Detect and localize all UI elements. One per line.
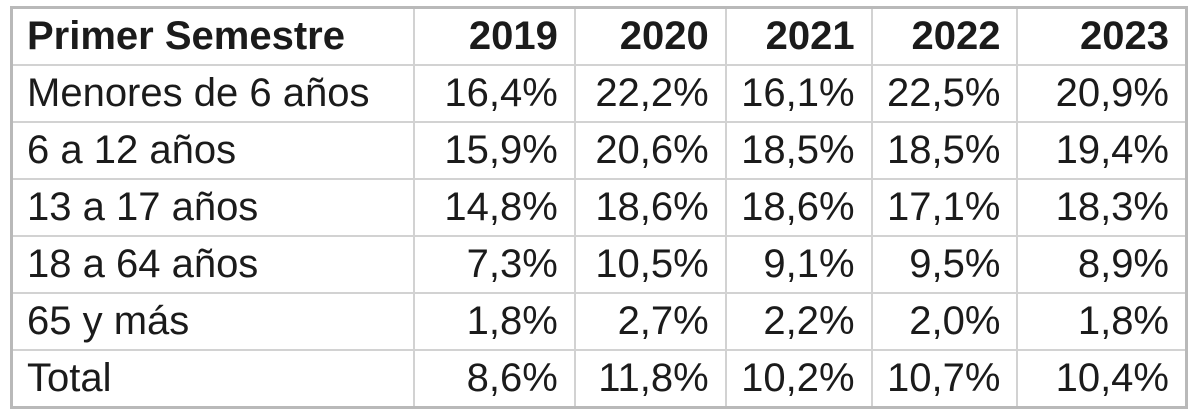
row-label: 13 a 17 años [10, 178, 415, 237]
table-row-13-17: 13 a 17 años 14,8% 18,6% 18,6% 17,1% 18,… [10, 178, 1188, 237]
table-cell: 11,8% [573, 349, 727, 409]
table-row-menores-6: Menores de 6 años 16,4% 22,2% 16,1% 22,5… [10, 64, 1188, 123]
age-percentage-table: Primer Semestre 2019 2020 2021 2022 2023… [10, 6, 1188, 409]
table-cell: 9,1% [724, 235, 873, 294]
table-row-6-12: 6 a 12 años 15,9% 20,6% 18,5% 18,5% 19,4… [10, 121, 1188, 180]
row-label: 6 a 12 años [10, 121, 415, 180]
table-row-18-64: 18 a 64 años 7,3% 10,5% 9,1% 9,5% 8,9% [10, 235, 1188, 294]
table-cell: 14,8% [412, 178, 576, 237]
table-cell: 10,7% [870, 349, 1019, 409]
table-cell: 18,6% [724, 178, 873, 237]
table-cell: 20,9% [1016, 64, 1188, 123]
table-cell: 10,4% [1016, 349, 1188, 409]
row-label: Total [10, 349, 415, 409]
table-row-65-mas: 65 y más 1,8% 2,7% 2,2% 2,0% 1,8% [10, 292, 1188, 351]
table-cell: 18,5% [870, 121, 1019, 180]
table-cell: 22,5% [870, 64, 1019, 123]
table-cell: 18,6% [573, 178, 727, 237]
table-cell: 19,4% [1016, 121, 1188, 180]
table-cell: 2,0% [870, 292, 1019, 351]
table-row-total: Total 8,6% 11,8% 10,2% 10,7% 10,4% [10, 349, 1188, 409]
row-label: 18 a 64 años [10, 235, 415, 294]
table-cell: 15,9% [412, 121, 576, 180]
table-header-year-2021: 2021 [724, 6, 873, 66]
table-cell: 16,4% [412, 64, 576, 123]
table-cell: 18,5% [724, 121, 873, 180]
table-cell: 9,5% [870, 235, 1019, 294]
table-cell: 20,6% [573, 121, 727, 180]
table-cell: 10,5% [573, 235, 727, 294]
table-cell: 2,7% [573, 292, 727, 351]
table-cell: 22,2% [573, 64, 727, 123]
table-cell: 17,1% [870, 178, 1019, 237]
table-header-year-2020: 2020 [573, 6, 727, 66]
table-cell: 2,2% [724, 292, 873, 351]
table-cell: 10,2% [724, 349, 873, 409]
table-cell: 8,6% [412, 349, 576, 409]
table-header-row: Primer Semestre 2019 2020 2021 2022 2023 [10, 6, 1188, 66]
table-cell: 16,1% [724, 64, 873, 123]
table-cell: 18,3% [1016, 178, 1188, 237]
table-header-year-2019: 2019 [412, 6, 576, 66]
table-header-year-2022: 2022 [870, 6, 1019, 66]
table-header-year-2023: 2023 [1016, 6, 1188, 66]
table-cell: 1,8% [412, 292, 576, 351]
table-cell: 1,8% [1016, 292, 1188, 351]
table-cell: 8,9% [1016, 235, 1188, 294]
table-cell: 7,3% [412, 235, 576, 294]
row-label: 65 y más [10, 292, 415, 351]
row-label: Menores de 6 años [10, 64, 415, 123]
table-header-title: Primer Semestre [10, 6, 415, 66]
